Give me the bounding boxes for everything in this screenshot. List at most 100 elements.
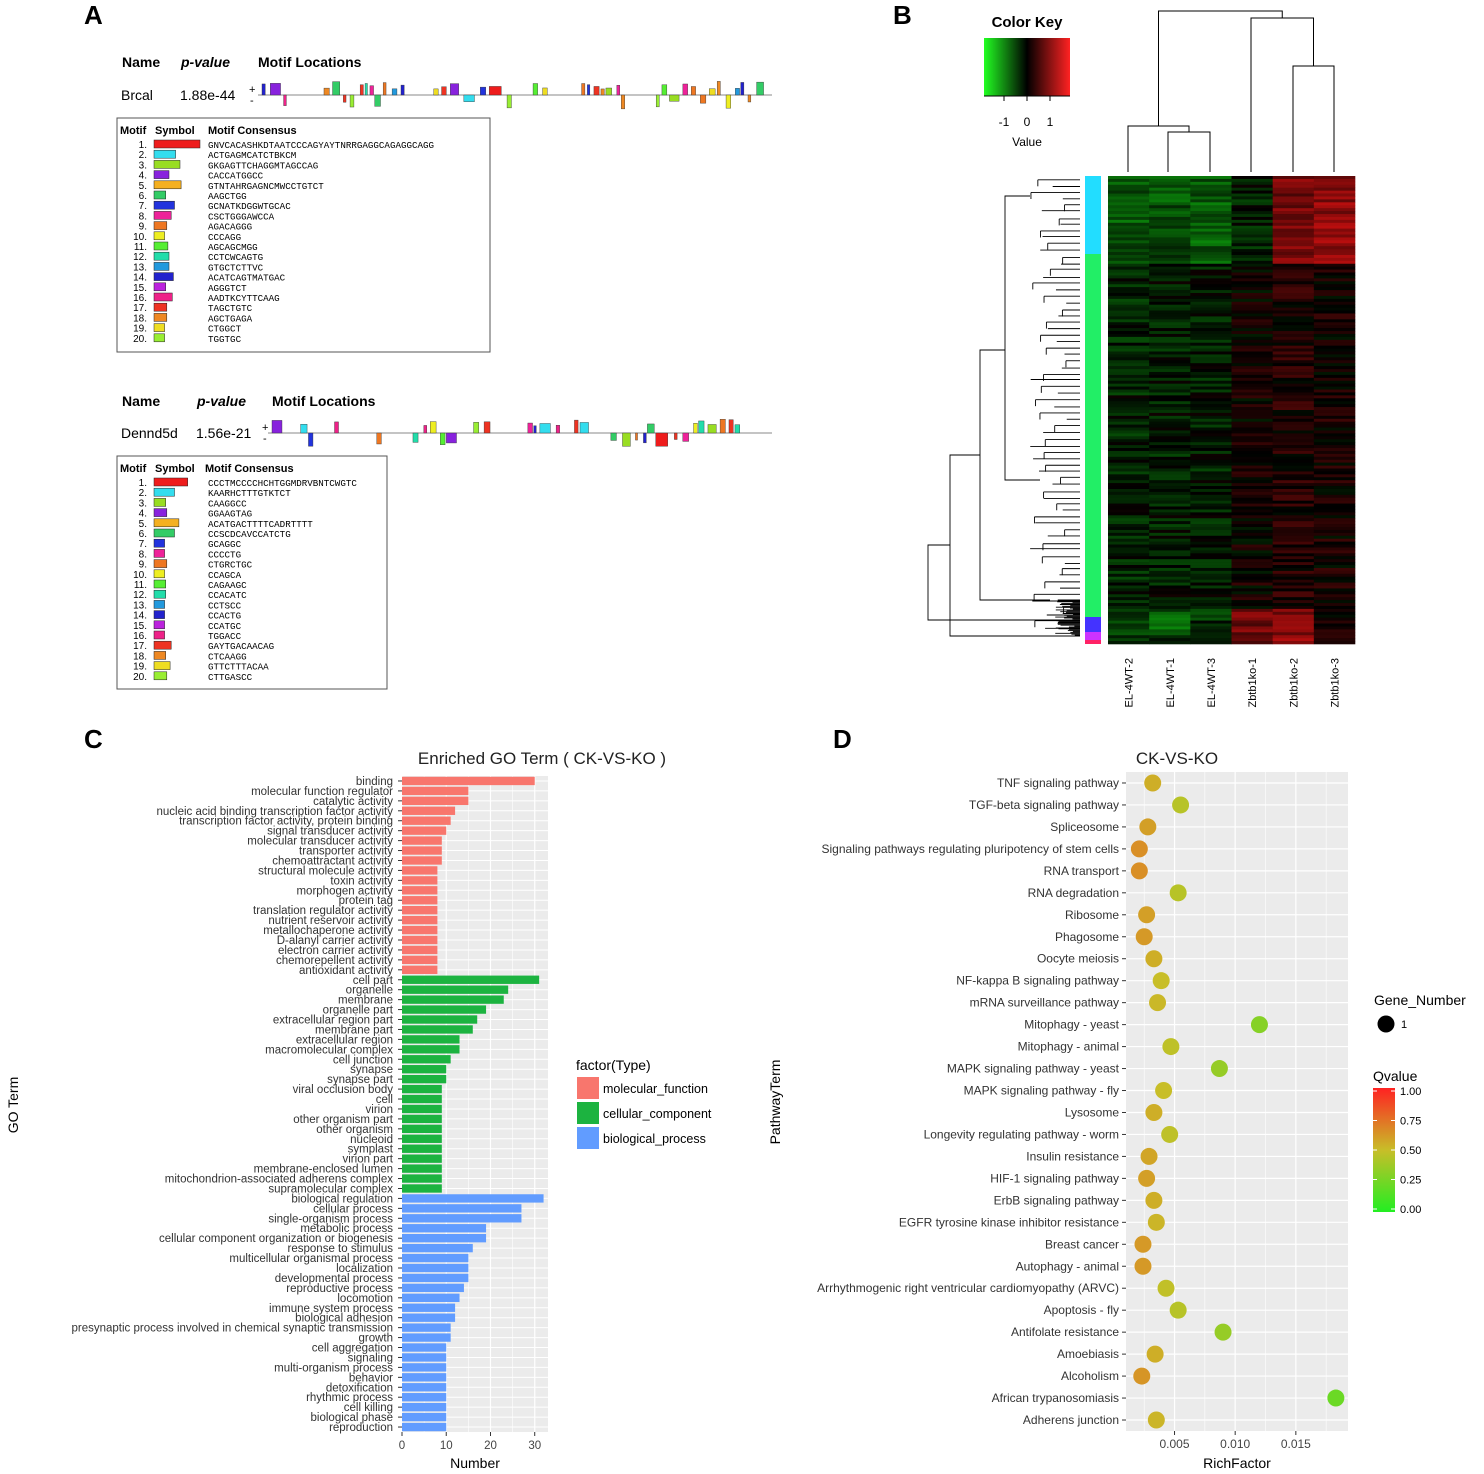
heatmap-cell xyxy=(1313,208,1356,212)
heatmap-cell xyxy=(1313,450,1356,455)
heatmap-cell xyxy=(1272,582,1315,586)
heatmap-cell xyxy=(1149,635,1191,639)
heatmap-cell xyxy=(1313,178,1356,183)
motif-site xyxy=(343,94,347,103)
y-axis-label: GO Term xyxy=(5,1077,21,1134)
heatmap-cell xyxy=(1272,243,1315,247)
go-bar xyxy=(402,1263,469,1273)
motif-consensus: CCACATC xyxy=(208,590,247,601)
motif-site xyxy=(674,432,678,440)
heatmap-cell xyxy=(1108,591,1150,595)
heatmap-cell xyxy=(1272,547,1315,551)
heatmap-cell xyxy=(1190,611,1232,616)
row-side-color xyxy=(1085,254,1101,617)
heatmap-cell xyxy=(1149,550,1191,554)
heatmap-cell xyxy=(1108,290,1150,294)
heatmap-cell xyxy=(1190,497,1232,501)
heatmap-cell xyxy=(1272,503,1315,507)
heatmap-cell xyxy=(1108,237,1150,241)
pathway-label: Alcoholism xyxy=(1061,1369,1119,1383)
heatmap-cell xyxy=(1313,214,1356,218)
heatmap-cell xyxy=(1231,401,1273,405)
heatmap-cell xyxy=(1108,579,1150,583)
motif-number: 18. xyxy=(133,313,147,324)
heatmap-cell xyxy=(1313,424,1356,428)
heatmap-cell xyxy=(1190,339,1232,344)
motif-consensus: CCACTG xyxy=(208,611,241,622)
motif-site xyxy=(728,419,734,434)
heatmap-cell xyxy=(1272,471,1315,475)
heatmap-cell xyxy=(1190,193,1232,197)
heatmap-cell xyxy=(1108,231,1150,235)
heatmap-cell xyxy=(1231,474,1273,478)
heatmap-cell xyxy=(1190,445,1232,449)
heatmap-cell xyxy=(1108,254,1150,259)
heatmap-cell xyxy=(1313,471,1356,475)
heatmap-cell xyxy=(1190,401,1232,405)
heatmap-cell xyxy=(1108,307,1150,311)
heatmap-cell xyxy=(1272,336,1315,341)
color-legend-label: 0.25 xyxy=(1400,1175,1421,1187)
heatmap-cell xyxy=(1108,450,1150,455)
heatmap-cell xyxy=(1149,582,1191,586)
motif-number: 17. xyxy=(133,641,147,652)
motif-symbol xyxy=(153,518,180,528)
motif-consensus: AGGGTCT xyxy=(208,283,247,294)
go-bar xyxy=(402,1422,447,1432)
heatmap-cell xyxy=(1272,240,1315,244)
heatmap-cell xyxy=(1108,550,1150,554)
go-bar xyxy=(402,935,438,945)
heatmap-cell xyxy=(1231,562,1273,566)
heatmap-cell xyxy=(1231,199,1273,203)
go-bar xyxy=(402,1005,487,1014)
heatmap-cell xyxy=(1313,436,1356,440)
heatmap-cell xyxy=(1231,211,1273,215)
heatmap-cell xyxy=(1108,488,1150,493)
heatmap-cell xyxy=(1108,638,1150,642)
heatmap-cell xyxy=(1149,187,1191,191)
heatmap-cell xyxy=(1313,228,1356,232)
heatmap-cell xyxy=(1231,436,1273,440)
heatmap-cell xyxy=(1149,565,1191,569)
go-term-label: cell xyxy=(376,1094,393,1106)
heatmap-cell xyxy=(1108,348,1150,352)
heatmap-cell xyxy=(1272,623,1315,627)
heatmap-cell xyxy=(1190,623,1232,627)
panel-letter-c: C xyxy=(84,724,103,754)
heatmap-cell xyxy=(1149,641,1191,645)
heatmap-cell xyxy=(1313,386,1356,390)
table-header-symbol: Symbol xyxy=(155,463,195,475)
heatmap-cell xyxy=(1272,608,1315,613)
heatmap-cell xyxy=(1313,418,1356,422)
pathway-label: TGF-beta signaling pathway xyxy=(969,798,1119,812)
motif-symbol xyxy=(153,600,165,609)
heatmap-cell xyxy=(1231,509,1273,513)
heatmap-cell xyxy=(1108,178,1150,183)
heatmap-cell xyxy=(1272,357,1315,361)
go-bar xyxy=(402,1134,442,1143)
go-term-label: rhythmic process xyxy=(306,1392,393,1404)
motif-site xyxy=(600,88,605,96)
heatmap-cell xyxy=(1313,287,1356,291)
heatmap-cell xyxy=(1108,260,1150,265)
color-key-tick-label: -1 xyxy=(999,115,1010,129)
heatmap-cell xyxy=(1190,371,1232,376)
heatmap-cell xyxy=(1108,392,1150,396)
x-tick-label: 30 xyxy=(528,1440,541,1452)
heatmap-cell xyxy=(1190,184,1232,188)
heatmap-cell xyxy=(1231,500,1273,504)
heatmap-cell xyxy=(1108,301,1150,305)
heatmap-cell xyxy=(1313,415,1356,420)
heatmap-cell xyxy=(1108,529,1150,534)
heatmap-cell xyxy=(1190,462,1232,466)
motif-site xyxy=(391,88,398,96)
heatmap-cell xyxy=(1149,477,1191,481)
heatmap-cell xyxy=(1108,205,1150,209)
heatmap-cell xyxy=(1149,202,1191,206)
heatmap-cell xyxy=(1190,211,1232,215)
sample-label: Zbtb1ko-2 xyxy=(1288,658,1300,708)
heatmap-cell xyxy=(1313,527,1356,531)
motif-consensus: CTGGCT xyxy=(208,324,242,335)
sample-label: EL-4WT-1 xyxy=(1165,658,1177,708)
motif-site xyxy=(655,432,668,447)
